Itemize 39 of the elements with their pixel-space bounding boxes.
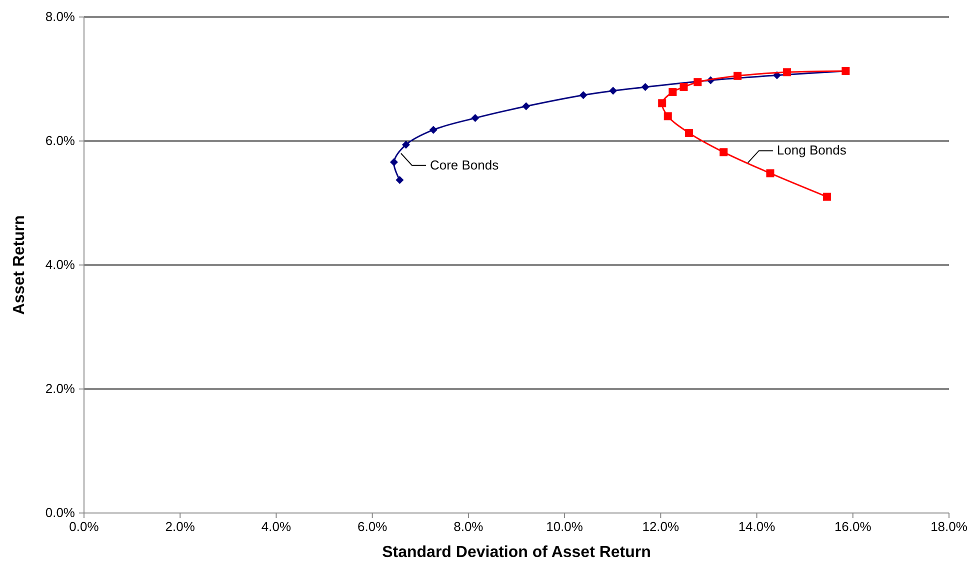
point [694,78,702,86]
y-axis-title: Asset Return [11,215,28,315]
point [641,83,650,92]
point [658,99,666,108]
point [783,68,792,76]
series-label: Long Bonds [776,142,847,158]
x-tick-label: 14.0% [738,519,776,534]
point [680,83,688,92]
point [734,72,742,80]
y-tick-label: 0.0% [45,505,76,520]
y-tick-label: 6.0% [45,133,76,148]
x-axis-title: Standard Deviation of Asset Return [382,544,651,561]
point [471,114,480,122]
point [390,158,398,166]
point [579,91,588,100]
point [822,192,831,201]
x-tick-label: 8.0% [454,519,484,534]
y-tick-label: 8.0% [45,9,76,24]
x-tick-label: 12.0% [642,519,680,534]
x-tick-label: 2.0% [165,519,196,534]
point [720,148,728,156]
point [396,176,404,184]
point [668,88,677,96]
point [609,86,618,95]
point [402,140,410,149]
point [685,128,694,137]
series-label: Core Bonds [430,157,500,172]
x-tick-label: 6.0% [358,519,388,534]
y-tick-label: 4.0% [45,257,76,272]
x-tick-label: 10.0% [546,519,584,534]
point [766,169,774,178]
x-tick-label: 16.0% [834,519,872,534]
x-tick-label: 0.0% [69,519,100,534]
y-tick-label: 2.0% [45,381,76,396]
point [664,112,672,120]
point [429,126,438,134]
x-tick-label: 18.0% [930,519,968,534]
x-tick-label: 4.0% [261,519,292,534]
point [522,102,530,110]
